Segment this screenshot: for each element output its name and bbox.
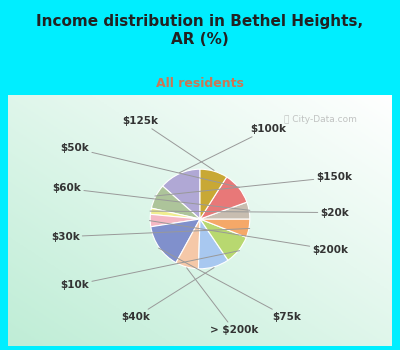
Wedge shape	[163, 169, 200, 219]
Text: $60k: $60k	[52, 183, 250, 210]
Text: $200k: $200k	[150, 220, 348, 254]
Text: $150k: $150k	[155, 172, 352, 196]
Wedge shape	[200, 219, 250, 237]
Text: $125k: $125k	[122, 116, 214, 170]
Text: Income distribution in Bethel Heights,
AR (%): Income distribution in Bethel Heights, A…	[36, 14, 364, 47]
Text: $20k: $20k	[150, 208, 349, 218]
Text: $75k: $75k	[158, 248, 301, 322]
Wedge shape	[151, 219, 200, 262]
Text: ⓘ City-Data.com: ⓘ City-Data.com	[284, 115, 357, 124]
Wedge shape	[150, 208, 200, 219]
Text: $40k: $40k	[121, 268, 214, 322]
Wedge shape	[151, 186, 200, 219]
Wedge shape	[200, 169, 227, 219]
Wedge shape	[200, 177, 247, 219]
Text: $10k: $10k	[60, 251, 240, 290]
Text: $30k: $30k	[51, 229, 250, 242]
Wedge shape	[198, 219, 228, 269]
Wedge shape	[200, 219, 246, 260]
Wedge shape	[150, 214, 200, 227]
Text: > $200k: > $200k	[187, 268, 258, 335]
Text: $100k: $100k	[179, 124, 286, 173]
Wedge shape	[200, 202, 250, 219]
Text: $50k: $50k	[60, 143, 240, 187]
Text: All residents: All residents	[156, 77, 244, 90]
Wedge shape	[176, 219, 200, 269]
